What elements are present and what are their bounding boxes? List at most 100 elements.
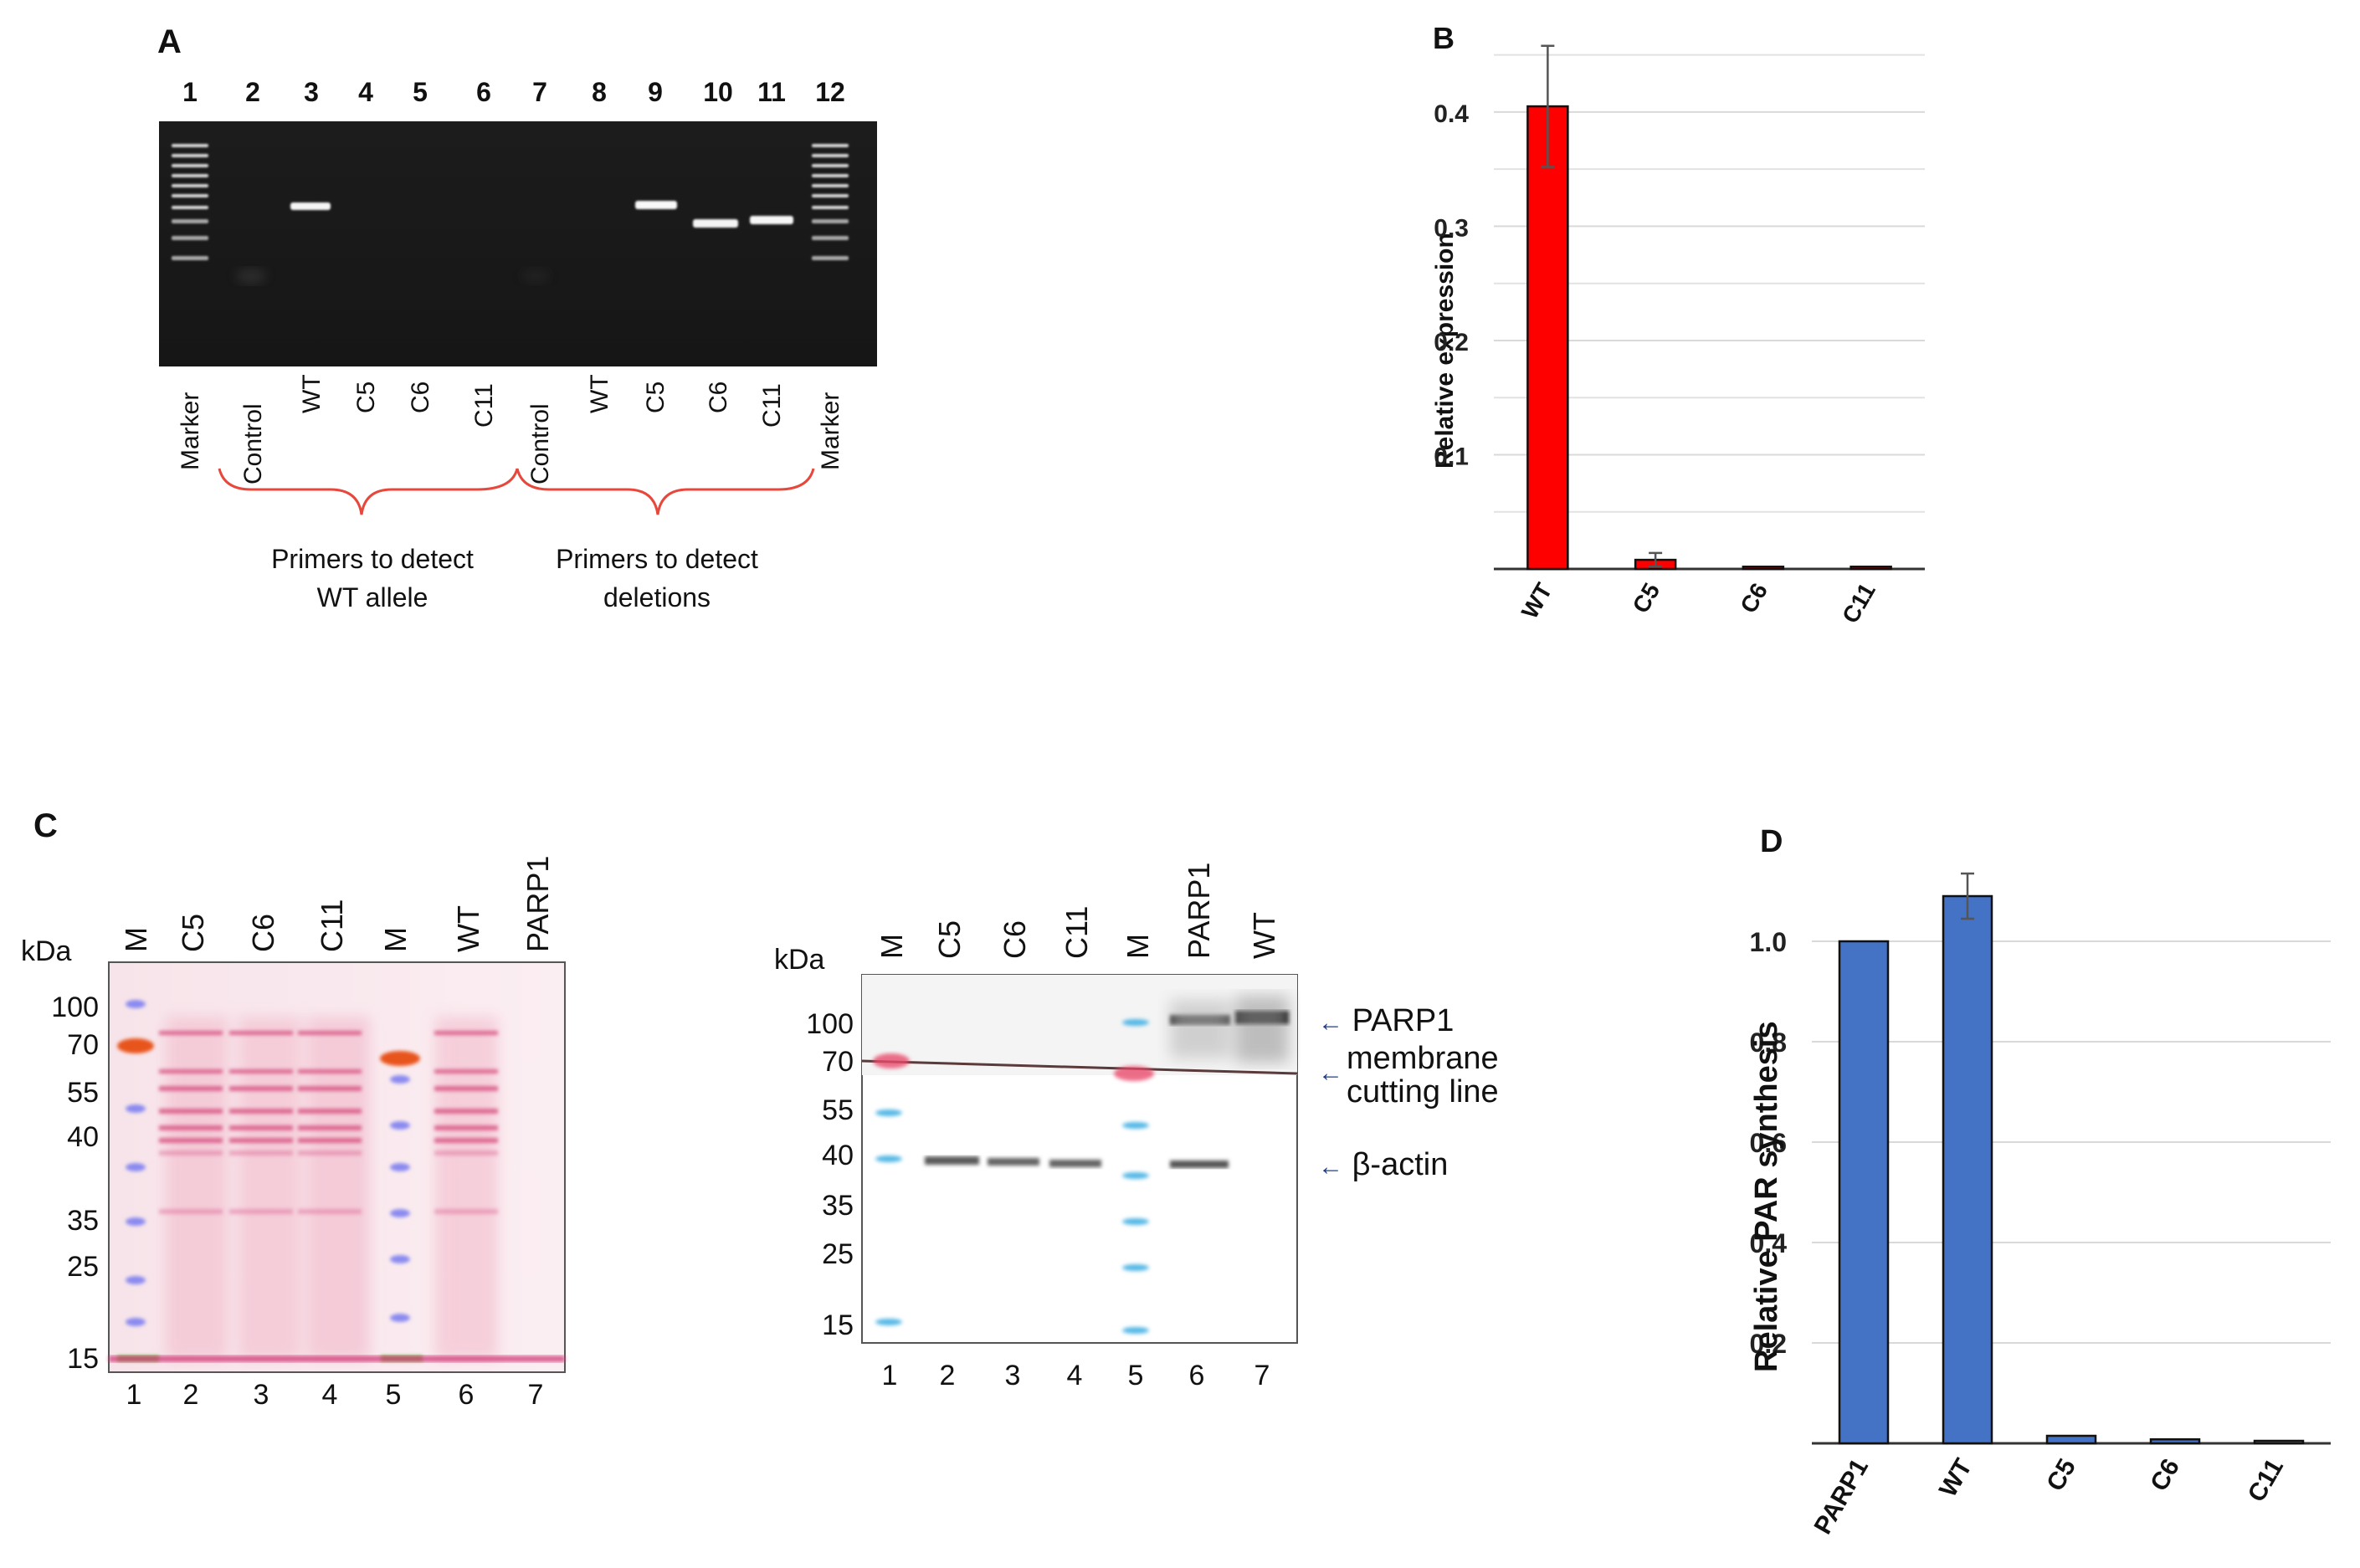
protein-band xyxy=(229,1125,293,1130)
x-category-label: C6 xyxy=(2145,1454,2185,1496)
ladder-band xyxy=(172,144,208,147)
lane-number: 4 xyxy=(321,1379,338,1411)
protein-band xyxy=(298,1138,362,1143)
annot-membrane-cutting-line: ← membrane cutting line xyxy=(1318,1041,1499,1109)
bar xyxy=(1850,566,1892,571)
lane-number: 1 xyxy=(881,1360,898,1391)
marker-band xyxy=(126,1163,146,1171)
lane-label: WT xyxy=(1247,912,1281,959)
arrow-left-icon: ← xyxy=(1318,1059,1343,1087)
lane-label: C11 xyxy=(470,383,498,428)
lane-number: 5 xyxy=(385,1379,402,1411)
ladder-band xyxy=(172,219,208,223)
mw-marker: 55 xyxy=(67,1077,99,1109)
marker-band xyxy=(1122,1122,1149,1129)
marker-band xyxy=(390,1255,410,1263)
lane-label: C11 xyxy=(758,383,786,428)
y-tick-label: 0.4 xyxy=(1434,100,1469,128)
ladder-band xyxy=(812,256,849,260)
lane-label: C6 xyxy=(998,920,1032,959)
lane-label: C11 xyxy=(1059,905,1094,959)
arrow-left-icon: ← xyxy=(1318,1153,1343,1181)
lane-number: 12 xyxy=(815,77,845,107)
protein-band xyxy=(434,1209,498,1214)
protein-band xyxy=(298,1031,362,1035)
x-category-label: WT xyxy=(1516,579,1557,623)
panel-a-letter: A xyxy=(157,23,182,60)
protein-band xyxy=(434,1031,498,1035)
lane-number: 3 xyxy=(253,1379,269,1411)
bar xyxy=(2045,1434,2097,1445)
lane-label: C11 xyxy=(315,899,349,952)
bracket-deletion-primers xyxy=(516,468,815,515)
panel-d-ylabel: Relative PAR synthesis xyxy=(1749,1021,1784,1372)
ladder-band xyxy=(172,154,208,157)
marker-band xyxy=(390,1314,410,1322)
bar xyxy=(2149,1437,2201,1445)
protein-band xyxy=(229,1109,293,1114)
protein-band xyxy=(434,1069,498,1074)
lane-number: 5 xyxy=(413,77,428,107)
protein-band xyxy=(159,1150,223,1156)
lane-number: 6 xyxy=(1188,1360,1205,1391)
lane-label: WT xyxy=(451,905,485,952)
protein-band xyxy=(434,1150,498,1156)
ladder-band xyxy=(172,256,208,260)
lane-number: 3 xyxy=(304,77,319,107)
lane-number: 6 xyxy=(458,1379,475,1411)
protein-band xyxy=(298,1150,362,1156)
ladder-band xyxy=(812,174,849,177)
lane-number: 7 xyxy=(1254,1360,1270,1391)
primer-deletion-label: Primers to detect deletions xyxy=(556,544,758,612)
marker-band xyxy=(390,1121,410,1130)
protein-band xyxy=(298,1209,362,1214)
ladder-band xyxy=(172,206,208,209)
x-category-label: C5 xyxy=(1628,579,1665,618)
protein-band xyxy=(159,1138,223,1143)
marker-band xyxy=(126,1318,146,1326)
protein-band xyxy=(159,1069,223,1074)
annot-beta-actin: ← β-actin xyxy=(1318,1147,1449,1182)
x-category-label: PARP1 xyxy=(1809,1454,1874,1539)
lane-number: 11 xyxy=(757,77,786,107)
protein-band xyxy=(229,1138,293,1143)
mw-marker: 70 xyxy=(67,1029,99,1061)
lane-label: C5 xyxy=(176,913,210,952)
lane-number: 10 xyxy=(703,77,733,107)
protein-band xyxy=(434,1109,498,1114)
lane-label: WT xyxy=(298,374,326,413)
lane-label: Control xyxy=(526,403,554,484)
lane-number: 8 xyxy=(592,77,607,107)
lane-number: 2 xyxy=(245,77,260,107)
primer-wt-label: Primers to detect WT allele xyxy=(271,544,474,612)
protein-band xyxy=(434,1125,498,1130)
marker-band xyxy=(875,1109,902,1116)
protein-band xyxy=(159,1109,223,1114)
lane-number: 7 xyxy=(532,77,547,107)
ladder-band xyxy=(172,174,208,177)
x-category-label: C11 xyxy=(1837,579,1880,628)
lane-number: 7 xyxy=(527,1379,544,1411)
lane-label: C6 xyxy=(705,381,732,413)
protein-band xyxy=(229,1086,293,1091)
marker-band xyxy=(390,1075,410,1084)
ladder-band xyxy=(812,206,849,209)
marker-band xyxy=(875,1156,902,1162)
protein-band xyxy=(159,1086,223,1091)
x-category-label: WT xyxy=(1934,1454,1978,1502)
mw-marker: 15 xyxy=(67,1343,99,1375)
bar xyxy=(1634,558,1677,571)
panel-c-letter: C xyxy=(33,807,58,844)
annot-parp1: ← PARP1 xyxy=(1318,1003,1454,1038)
protein-band xyxy=(229,1150,293,1156)
lane-number: 4 xyxy=(1066,1360,1083,1391)
marker-band xyxy=(126,1000,146,1008)
protein-band xyxy=(298,1109,362,1114)
lane-number: 4 xyxy=(358,77,373,107)
bar xyxy=(1526,105,1569,571)
protein-band xyxy=(229,1069,293,1074)
